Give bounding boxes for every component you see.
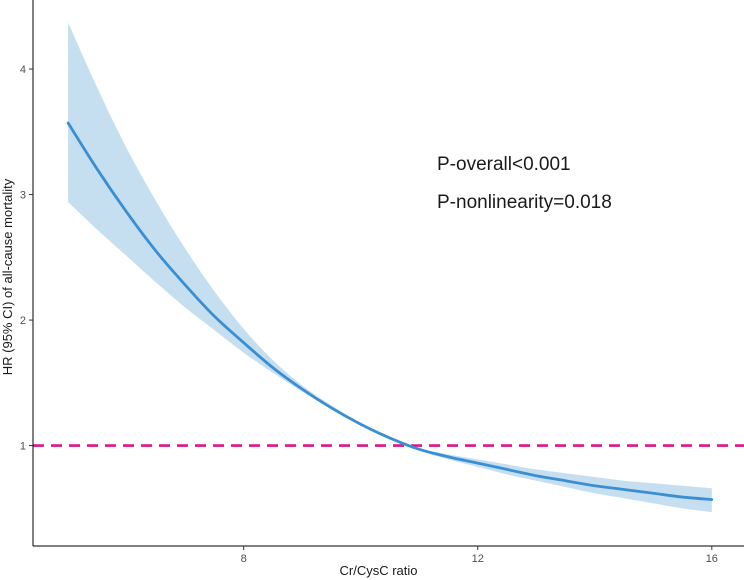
hr-curve-line: [66, 121, 714, 501]
p-nonlinearity-annotation: P-nonlinearity=0.018: [437, 192, 612, 213]
x-axis-title: Cr/CysC ratio: [339, 563, 417, 578]
y-tick-label: 3: [20, 190, 26, 202]
p-overall-annotation: P-overall<0.001: [437, 154, 571, 175]
y-axis-ticks: 1 2 3 4: [20, 64, 33, 453]
hr-curve-layer: [66, 121, 714, 501]
x-tick-label: 8: [241, 553, 247, 565]
x-axis-ticks: 8 12 16: [241, 546, 718, 565]
y-tick-label: 2: [20, 315, 26, 327]
y-axis-title: HR (95% CI) of all-cause mortality: [0, 178, 15, 375]
confidence-band: [68, 22, 712, 513]
y-tick-label: 1: [20, 441, 26, 453]
confidence-band-layer: [68, 22, 712, 513]
x-tick-label: 12: [472, 553, 484, 565]
y-tick-label: 4: [20, 64, 26, 76]
x-tick-label: 16: [706, 553, 718, 565]
